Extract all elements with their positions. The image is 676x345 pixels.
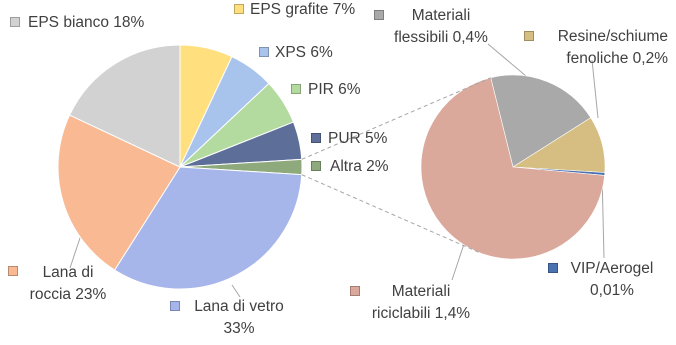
- slice-label: Materiali riciclabili 1,4%: [371, 283, 471, 322]
- pie-slice: [490, 74, 592, 168]
- legend-swatch: [311, 161, 321, 171]
- legend-swatch: [374, 10, 384, 20]
- slice-label: VIP/Aerogel 0,01%: [570, 260, 654, 299]
- pie-slice: [68, 44, 181, 168]
- legend-swatch: [548, 263, 558, 273]
- legend-swatch: [311, 133, 321, 143]
- slice-label: EPS bianco 18%: [28, 14, 145, 31]
- slice-label: Resine/schiume fenoliche 0,2%: [557, 28, 668, 67]
- legend-swatch: [10, 17, 20, 27]
- pie-slice: [113, 166, 303, 290]
- slice-label: Lana di roccia 23%: [29, 264, 107, 303]
- legend-swatch: [170, 301, 180, 311]
- pie-slice: [57, 114, 181, 271]
- legend-swatch: [259, 47, 269, 57]
- connector-line: [301, 174, 482, 254]
- slice-label: PUR 5%: [328, 130, 388, 147]
- slice-label: Lana di vetro 33%: [194, 298, 284, 337]
- legend-swatch: [8, 266, 18, 276]
- slice-label: PIR 6%: [308, 81, 361, 98]
- slice-label: Altra 2%: [330, 158, 389, 175]
- leader-line: [591, 59, 599, 119]
- slice-label: XPS 6%: [275, 44, 333, 61]
- legend-swatch: [234, 4, 244, 14]
- pie-slice: [420, 77, 605, 260]
- leader-line: [231, 284, 241, 298]
- legend-swatch: [291, 84, 301, 94]
- connector-line: [301, 77, 491, 160]
- leader-line: [69, 231, 83, 269]
- slice-label: EPS grafite 7%: [250, 1, 356, 18]
- legend-swatch: [524, 31, 534, 41]
- legend-swatch: [350, 286, 360, 296]
- slice-label: Materiali flessibili 0,4%: [394, 7, 488, 46]
